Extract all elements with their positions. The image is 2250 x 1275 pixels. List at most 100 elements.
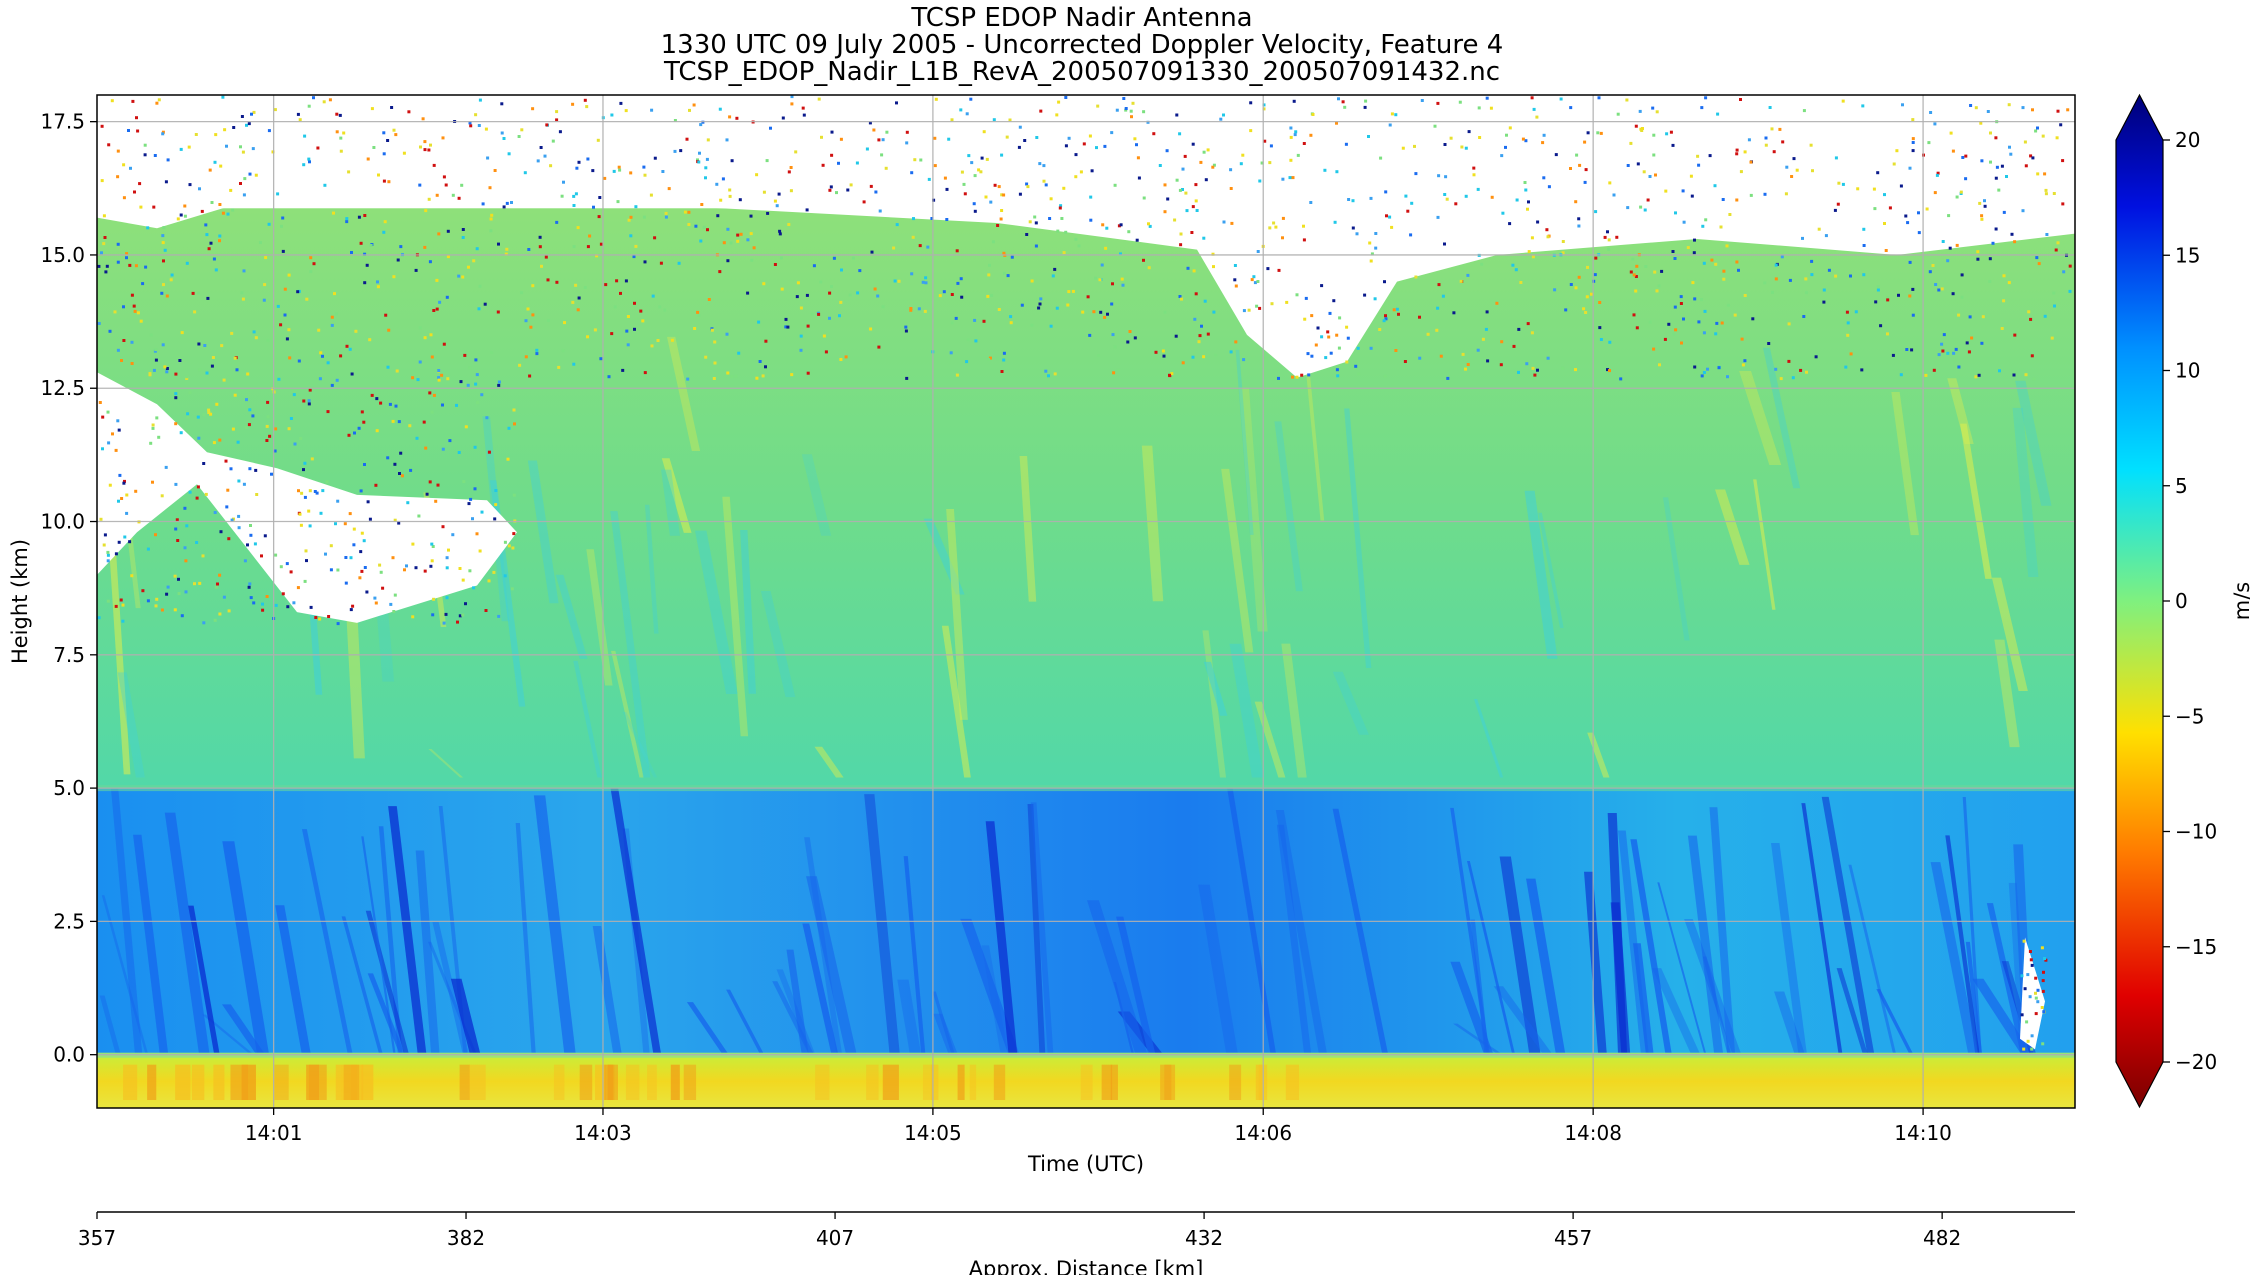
noise-pixel xyxy=(1949,131,1953,135)
noise-pixel xyxy=(1295,293,1299,297)
noise-pixel xyxy=(1991,241,1995,245)
noise-pixel xyxy=(1948,246,1952,250)
noise-pixel xyxy=(188,183,192,187)
below-ground-blotch xyxy=(553,1064,565,1100)
noise-pixel xyxy=(716,214,720,218)
noise-pixel xyxy=(576,226,580,230)
upper-layer-streak xyxy=(740,529,757,694)
noise-pixel xyxy=(1625,98,1629,102)
noise-pixel xyxy=(2040,946,2044,950)
noise-pixel xyxy=(1089,218,1093,222)
noise-pixel xyxy=(664,211,668,215)
noise-pixel xyxy=(423,140,427,144)
below-ground-blotch xyxy=(191,1064,205,1100)
noise-pixel xyxy=(382,230,386,234)
noise-pixel xyxy=(254,468,258,472)
noise-pixel xyxy=(758,360,762,363)
noise-pixel xyxy=(333,292,336,296)
noise-pixel xyxy=(1702,261,1706,265)
noise-pixel xyxy=(2044,958,2048,962)
upper-layer-streak xyxy=(644,504,659,634)
noise-pixel xyxy=(1774,367,1778,371)
noise-pixel xyxy=(378,563,382,567)
noise-pixel xyxy=(1049,197,1053,201)
noise-pixel xyxy=(212,257,216,261)
noise-pixel xyxy=(1241,153,1245,157)
noise-pixel xyxy=(1862,244,1866,247)
noise-pixel xyxy=(1356,346,1360,350)
noise-pixel xyxy=(989,200,993,204)
noise-pixel xyxy=(336,499,340,503)
noise-pixel xyxy=(174,372,178,376)
noise-pixel xyxy=(1005,135,1009,139)
upper-layer-streak xyxy=(428,749,464,778)
noise-pixel xyxy=(1472,173,1476,177)
y-axis-label: Height (km) xyxy=(8,539,32,664)
noise-pixel xyxy=(1955,243,1959,247)
noise-pixel xyxy=(1081,310,1085,314)
noise-pixel xyxy=(165,294,169,298)
noise-pixel xyxy=(1521,137,1525,141)
noise-pixel xyxy=(540,264,543,268)
noise-pixel xyxy=(1212,265,1215,269)
noise-pixel xyxy=(1805,370,1808,374)
noise-pixel xyxy=(787,170,791,174)
upper-layer-streak xyxy=(1141,445,1164,602)
noise-pixel xyxy=(1303,317,1307,321)
noise-pixel xyxy=(523,171,527,175)
noise-pixel xyxy=(161,132,165,136)
upper-layer-streak xyxy=(1994,639,2020,748)
noise-pixel xyxy=(1804,277,1808,281)
noise-pixel xyxy=(265,595,269,598)
upper-layer-streak xyxy=(923,518,965,595)
noise-pixel xyxy=(1834,156,1838,160)
noise-pixel xyxy=(360,410,364,414)
noise-pixel xyxy=(639,309,643,313)
upper-layer-streak xyxy=(1019,456,1037,602)
noise-pixel xyxy=(494,503,498,507)
noise-pixel xyxy=(1940,287,1944,291)
noise-pixel xyxy=(474,382,478,386)
upper-layer-streak xyxy=(622,711,658,778)
noise-pixel xyxy=(1934,283,1938,286)
noise-pixel xyxy=(1404,194,1408,198)
noise-pixel xyxy=(1485,310,1489,314)
below-ground-blotch xyxy=(459,1064,470,1100)
noise-pixel xyxy=(155,101,159,105)
noise-pixel xyxy=(421,117,425,121)
noise-pixel xyxy=(231,208,235,212)
noise-pixel xyxy=(309,256,313,260)
noise-pixel xyxy=(1409,233,1413,237)
noise-pixel xyxy=(1876,285,1880,289)
noise-pixel xyxy=(1345,325,1349,329)
noise-pixel xyxy=(1439,354,1443,358)
noise-pixel xyxy=(478,284,482,288)
noise-pixel xyxy=(266,415,270,419)
colorbar-tick-label: −15 xyxy=(2175,935,2217,959)
noise-pixel xyxy=(629,234,633,238)
noise-pixel xyxy=(165,370,169,374)
noise-pixel xyxy=(1694,370,1698,374)
below-ground-blotch xyxy=(579,1064,593,1100)
noise-pixel xyxy=(265,439,269,442)
noise-pixel xyxy=(274,553,278,557)
lower-layer-streak xyxy=(101,895,149,1055)
noise-pixel xyxy=(1020,303,1024,307)
noise-pixel xyxy=(1751,317,1755,321)
noise-pixel xyxy=(197,291,200,295)
noise-pixel xyxy=(1957,313,1961,317)
noise-pixel xyxy=(149,441,153,445)
noise-pixel xyxy=(1978,201,1982,205)
noise-pixel xyxy=(441,447,445,451)
noise-pixel xyxy=(1524,139,1528,143)
noise-pixel xyxy=(323,183,327,187)
noise-pixel xyxy=(141,282,145,286)
noise-pixel xyxy=(1030,323,1034,327)
noise-pixel xyxy=(1127,230,1131,234)
noise-pixel xyxy=(1541,141,1545,145)
noise-pixel xyxy=(209,241,213,245)
lower-layer-streak xyxy=(1848,864,1897,1055)
noise-pixel xyxy=(1229,168,1233,172)
noise-pixel xyxy=(1096,104,1100,108)
noise-pixel xyxy=(987,358,991,362)
